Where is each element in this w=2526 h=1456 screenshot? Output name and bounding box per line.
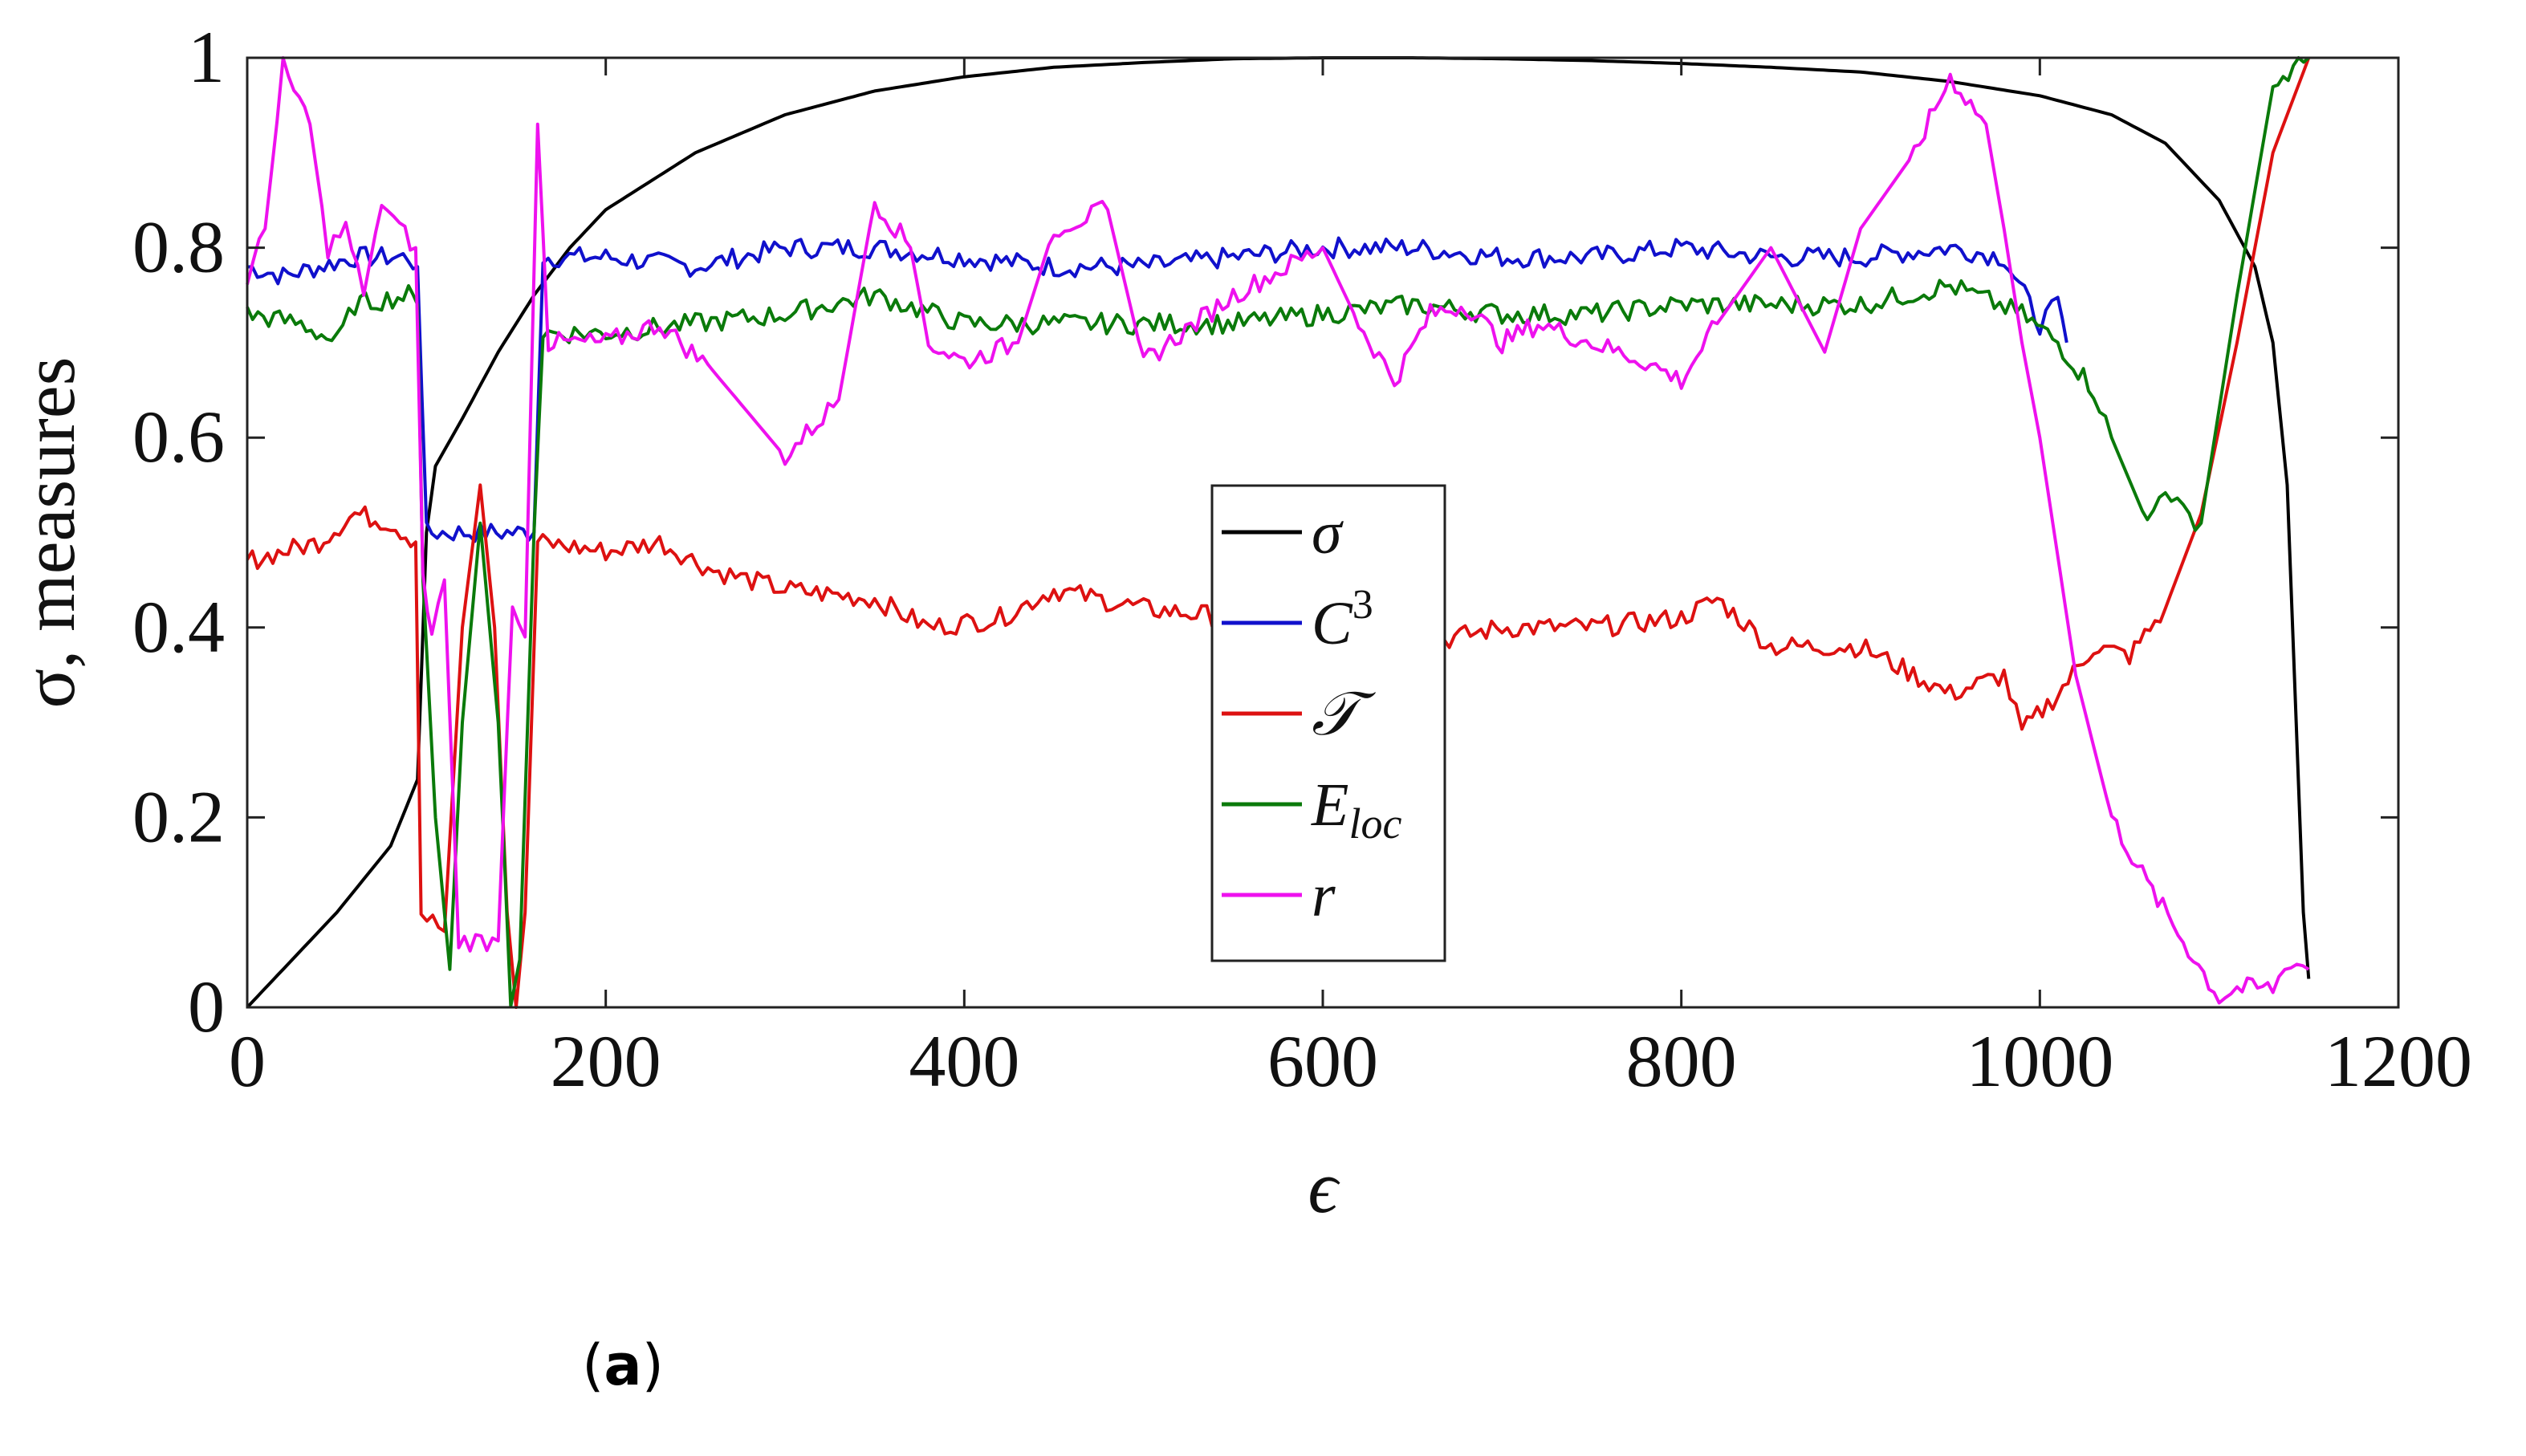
y-tick-label: 1 — [188, 16, 225, 98]
x-tick-label: 1000 — [1966, 1020, 2113, 1102]
legend-box — [1210, 484, 1446, 962]
legend-label: Eloc — [1311, 771, 1401, 848]
series-line-r-4 — [246, 56, 2310, 1005]
legend-label: σ — [1312, 499, 1344, 567]
y-tick-label: 0.2 — [132, 775, 225, 857]
x-tick-label: 0 — [229, 1020, 266, 1102]
series-line-Eloc-3 — [246, 56, 2310, 1008]
legend-label: r — [1312, 862, 1336, 929]
x-tick-label: 800 — [1626, 1020, 1737, 1102]
figure-caption: (a) — [0, 1332, 1246, 1398]
y-tick-label: 0 — [188, 966, 225, 1047]
x-tick-label: 600 — [1267, 1020, 1378, 1102]
y-tick-label: 0.8 — [132, 206, 225, 288]
x-tick-label: 200 — [551, 1020, 661, 1102]
x-axis-title: ϵ — [1308, 1146, 1340, 1228]
ticks-layer: 0 200 400 600 800 1000 1200 0 0.2 0.4 0.6 0.8 1 — [132, 16, 2472, 1102]
y-axis-title: σ, measures — [8, 357, 90, 709]
caption-open-paren: ( — [582, 1332, 604, 1398]
caption-close-paren: ) — [641, 1332, 664, 1398]
x-tick-label: 1200 — [2325, 1020, 2472, 1102]
x-tick-label: 400 — [909, 1020, 1019, 1102]
legend-label: C3 — [1312, 582, 1373, 657]
y-tick-label: 0.4 — [132, 586, 225, 668]
y-tick-label: 0.6 — [132, 396, 225, 478]
caption-label: a — [604, 1332, 642, 1398]
series-line-C3-1 — [246, 236, 2068, 543]
